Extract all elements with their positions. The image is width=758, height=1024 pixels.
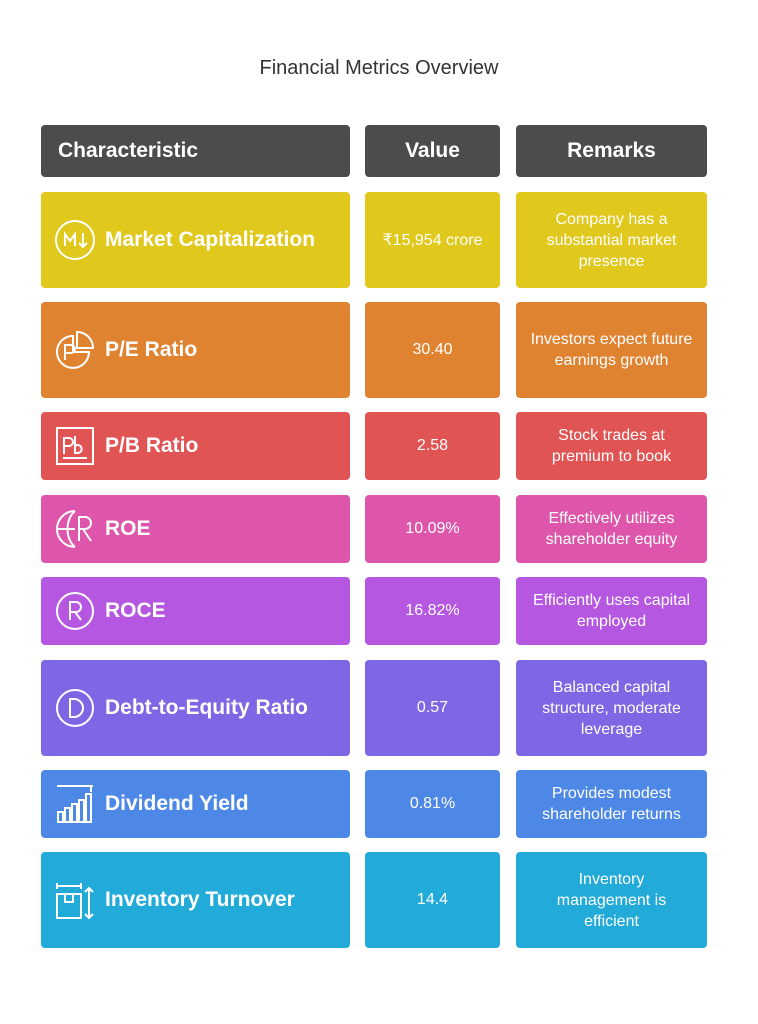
row-value: 14.4 — [365, 852, 500, 948]
row-remarks: Balanced capital structure, moderate lev… — [516, 660, 707, 756]
page-title: Financial Metrics Overview — [259, 57, 499, 79]
row-label: P/E Ratio — [105, 338, 198, 361]
row-remarks: Stock trades at premium to book — [516, 412, 707, 480]
row-label: ROCE — [105, 599, 166, 622]
row-value: 0.81% — [365, 770, 500, 838]
row-value: 16.82% — [365, 577, 500, 645]
row-value: 0.57 — [365, 660, 500, 756]
globe-r-icon — [53, 507, 97, 551]
row-label: Market Capitalization — [105, 228, 316, 251]
row-characteristic: P/B Ratio — [41, 412, 350, 480]
row-value: 30.40 — [365, 302, 500, 398]
row-characteristic: Debt-to-Equity Ratio — [41, 660, 350, 756]
row-remarks: Provides modest shareholder returns — [516, 770, 707, 838]
header-remarks: Remarks — [516, 125, 707, 177]
header-characteristic: Characteristic — [41, 125, 350, 177]
row-label: Inventory Turnover — [105, 888, 295, 911]
row-remarks: Investors expect future earnings growth — [516, 302, 707, 398]
pie-chart-icon — [53, 328, 97, 372]
row-characteristic: ROCE — [41, 577, 350, 645]
market-cap-icon — [53, 218, 97, 262]
row-value: 10.09% — [365, 495, 500, 563]
r-circle-icon — [53, 589, 97, 633]
bar-chart-icon — [53, 782, 97, 826]
row-characteristic: Inventory Turnover — [41, 852, 350, 948]
row-characteristic: Market Capitalization — [41, 192, 350, 288]
d-circle-icon — [53, 686, 97, 730]
row-label: Dividend Yield — [105, 792, 249, 815]
row-value: 2.58 — [365, 412, 500, 480]
row-characteristic: P/E Ratio — [41, 302, 350, 398]
row-value: ₹15,954 crore — [365, 192, 500, 288]
header-value: Value — [365, 125, 500, 177]
row-remarks: Effectively utilizes shareholder equity — [516, 495, 707, 563]
row-characteristic: Dividend Yield — [41, 770, 350, 838]
row-remarks: Inventory management is efficient — [516, 852, 707, 948]
row-label: ROE — [105, 517, 151, 540]
pb-icon — [53, 424, 97, 468]
row-characteristic: ROE — [41, 495, 350, 563]
row-label: Debt-to-Equity Ratio — [105, 696, 308, 719]
row-remarks: Company has a substantial market presenc… — [516, 192, 707, 288]
box-icon — [53, 878, 97, 922]
row-remarks: Efficiently uses capital employed — [516, 577, 707, 645]
row-label: P/B Ratio — [105, 434, 199, 457]
